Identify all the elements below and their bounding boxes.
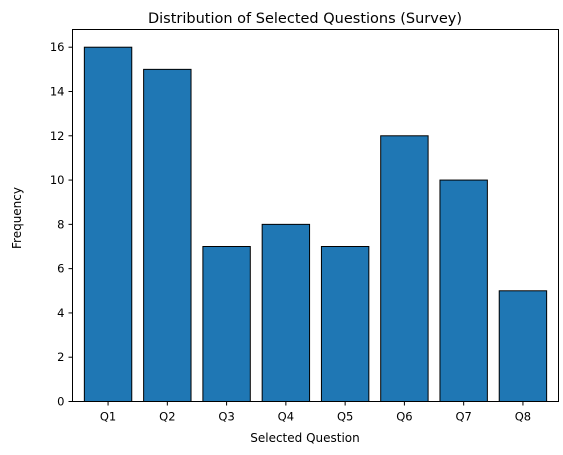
- x-tick-label-q6: Q6: [396, 410, 412, 424]
- bar-q1: [83, 46, 133, 403]
- x-tick-label-q2: Q2: [159, 410, 175, 424]
- x-tick-label-q7: Q7: [455, 410, 471, 424]
- bars-group: [83, 46, 548, 403]
- y-tick-label: 14: [50, 85, 65, 99]
- y-tick-label: 16: [50, 40, 65, 54]
- x-axis-label: Selected Question: [250, 431, 360, 445]
- bar-q2: [143, 68, 192, 403]
- y-tick-label: 6: [57, 262, 64, 276]
- x-tick-label-q5: Q5: [337, 410, 353, 424]
- bar-q7: [439, 179, 488, 402]
- y-axis-ticks: 0 2 4 6 8 10 12 14 16: [50, 40, 73, 409]
- bar-q8: [498, 290, 548, 403]
- plot-frame: [72, 29, 559, 402]
- y-tick-label: 0: [57, 395, 64, 409]
- x-tick-label-q4: Q4: [278, 410, 294, 424]
- y-tick-label: 10: [50, 173, 65, 187]
- bar-q5: [320, 246, 370, 402]
- bar-q4: [261, 223, 311, 402]
- x-tick-label-q1: Q1: [100, 410, 116, 424]
- x-tick-label-q3: Q3: [218, 410, 234, 424]
- bar-q3: [202, 246, 251, 402]
- bar-q6: [380, 135, 429, 402]
- y-tick-label: 2: [57, 350, 64, 364]
- y-tick-label: 4: [57, 306, 64, 320]
- y-axis-label: Frequency: [10, 187, 24, 249]
- y-tick-label: 8: [57, 217, 64, 231]
- chart-title: Distribution of Selected Questions (Surv…: [148, 11, 462, 27]
- y-tick-label: 12: [50, 129, 65, 143]
- x-tick-label-q8: Q8: [515, 410, 531, 424]
- x-axis-ticks: Q1 Q2 Q3 Q4 Q5 Q6 Q7 Q8: [100, 401, 531, 424]
